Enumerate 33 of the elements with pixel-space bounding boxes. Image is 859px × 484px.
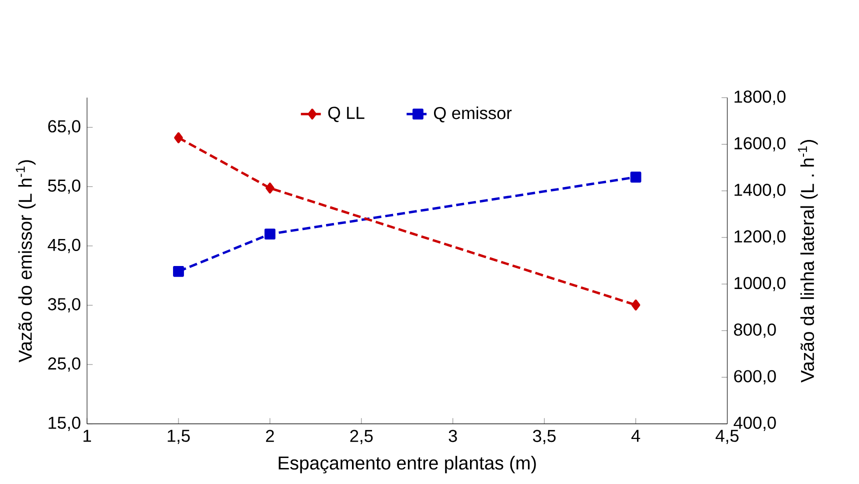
- y2-tick-label: 1000,0: [734, 276, 786, 292]
- point: [631, 299, 640, 310]
- x-axis-title: Espaçamento entre plantas (m): [278, 456, 536, 474]
- x-tick-label: 3: [448, 430, 457, 442]
- x-tick-label: 4,5: [716, 430, 739, 444]
- y-tick-label: 15,0: [48, 416, 80, 431]
- y2-tick-label: 600,0: [734, 370, 776, 384]
- x-tick-label: 1: [84, 430, 92, 442]
- x-tick-label: 2: [266, 430, 274, 442]
- y2-tick-label: 400,0: [734, 416, 776, 431]
- y2-tick-label: 800,0: [734, 323, 776, 338]
- y-tick-label: 45,0: [48, 238, 80, 253]
- y2-tick-label: 1800,0: [734, 90, 786, 105]
- x-tick-label: 3,5: [532, 430, 556, 444]
- legend-label: Q LL: [328, 106, 364, 122]
- x-tick-label: 1,5: [168, 430, 190, 444]
- y2-tick-label: 1200,0: [734, 230, 786, 244]
- y-tick-label: 25,0: [48, 357, 80, 372]
- y-axis-title: Vazão do emissor (L h$^{-1}$): [16, 160, 36, 362]
- x-tick-label: 4: [631, 430, 640, 442]
- y2-axis-title: Vazão da linha lateral (L . h$^{-1}$): [798, 140, 818, 382]
- point: [173, 266, 184, 277]
- point: [174, 132, 183, 144]
- y2-tick-label: 1400,0: [734, 184, 786, 198]
- y2-tick-label: 1600,0: [734, 136, 786, 152]
- legend-label: Q emissor: [434, 106, 512, 122]
- y-tick-label: 65,0: [48, 120, 80, 134]
- point: [264, 228, 276, 240]
- x-tick-label: 2,5: [350, 430, 373, 444]
- y-tick-label: 35,0: [48, 298, 80, 312]
- point: [630, 172, 642, 182]
- y-tick-label: 55,0: [48, 179, 80, 194]
- point: [266, 182, 274, 194]
